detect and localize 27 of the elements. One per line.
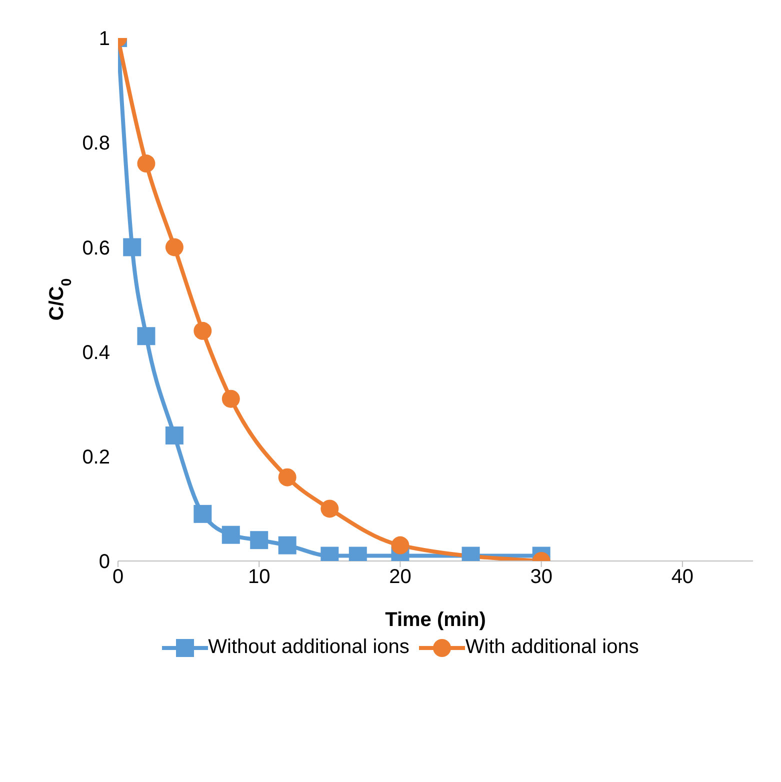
x-tick-label: 10	[248, 566, 270, 588]
y-tick-label: 0.2	[82, 446, 110, 468]
x-axis-title: Time (min)	[385, 609, 486, 631]
point	[250, 531, 268, 550]
point	[278, 468, 296, 486]
point	[165, 426, 184, 444]
point	[278, 536, 296, 554]
y-tick-label: 0.4	[82, 342, 110, 364]
point	[123, 238, 142, 256]
x-tick-label: 20	[389, 566, 412, 588]
y-tick-label: 0.8	[82, 132, 110, 155]
point	[137, 154, 156, 173]
x-tick-label: 30	[530, 566, 552, 588]
point	[320, 500, 339, 518]
y-tick-label: 0	[98, 551, 110, 574]
legend-label: With additional ions	[464, 636, 639, 659]
point	[222, 390, 240, 408]
point	[222, 526, 240, 544]
point	[165, 238, 184, 256]
legend-label: Without additional ions	[207, 636, 410, 659]
point	[194, 322, 212, 340]
point	[137, 327, 156, 346]
x-tick-label: 40	[671, 566, 694, 588]
y-tick-label: 1	[98, 28, 110, 50]
point	[194, 504, 212, 523]
y-tick-label: 0.6	[82, 237, 110, 260]
point	[391, 536, 410, 554]
